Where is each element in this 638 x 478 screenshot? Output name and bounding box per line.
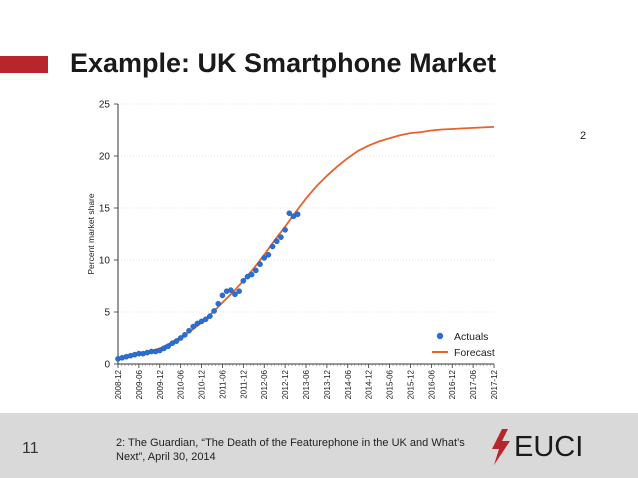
x-tick-label: 2016-12 (448, 369, 457, 399)
actuals-point (173, 338, 180, 344)
actuals-point (165, 343, 171, 350)
actuals-point (236, 288, 242, 295)
actuals-point (248, 271, 255, 278)
actuals-point (215, 300, 222, 307)
y-axis-label: Percent market share (86, 193, 96, 275)
x-tick-label: 2010-12 (198, 369, 207, 399)
legend-actuals-label: Actuals (454, 331, 488, 343)
actuals-point (265, 251, 272, 258)
slide-title: Example: UK Smartphone Market (70, 48, 497, 78)
x-tick-label: 2015-06 (386, 369, 395, 399)
actuals-point (273, 238, 280, 245)
actuals-point (253, 267, 259, 274)
x-tick-label: 2011-12 (239, 369, 248, 398)
x-tick-label: 2012-12 (281, 369, 290, 399)
legend-actuals-marker (436, 332, 444, 340)
actuals-point (182, 332, 188, 338)
actuals-point (286, 210, 293, 216)
y-tick-label: 10 (99, 256, 111, 267)
x-tick-label: 2009-12 (156, 369, 165, 399)
actuals-point (177, 335, 184, 341)
actuals-point (190, 323, 196, 330)
forecast-series (117, 126, 495, 360)
y-tick-label: 0 (104, 360, 110, 371)
actuals-point (207, 313, 213, 319)
x-tick-label: 2014-12 (365, 369, 374, 399)
y-tick-label: 15 (99, 204, 111, 215)
actuals-point (257, 261, 263, 267)
logo-text: EUCI (514, 431, 584, 463)
x-tick-label: 2015-12 (406, 369, 415, 399)
actuals-point (261, 255, 268, 261)
x-tick-label: 2008-12 (114, 369, 123, 399)
euci-logo-icon (492, 429, 510, 465)
actuals-point (282, 227, 288, 233)
actuals-point (278, 234, 284, 240)
x-tick-label: 2016-06 (427, 369, 436, 399)
page-number: 11 (22, 440, 39, 457)
x-tick-label: 2013-06 (302, 369, 311, 399)
y-tick-label: 20 (99, 152, 111, 163)
x-tick-label: 2017-06 (469, 369, 478, 399)
x-tick-label: 2011-06 (218, 369, 227, 398)
y-tick-label: 5 (104, 308, 110, 319)
x-tick-label: 2009-06 (135, 369, 144, 399)
actuals-point (269, 243, 276, 250)
chart-axes: 0 5 10 15 20 25 2008-12 2009-06 2009-12 2010-06 20… (86, 100, 499, 400)
actuals-point (211, 308, 217, 314)
y-tick-label: 25 (99, 100, 111, 111)
footnote-marker: 2 (580, 130, 587, 142)
actuals-point (232, 291, 238, 298)
chart-gridlines (118, 103, 494, 313)
x-tick-label: 2012-06 (260, 369, 269, 399)
slide-footer: 11 2: The Guardian, “The Death of the Fe… (0, 413, 638, 478)
x-tick-label: 2010-06 (177, 369, 186, 399)
legend-forecast-label: Forecast (454, 347, 495, 359)
actuals-point (202, 316, 209, 323)
forecast-line (117, 126, 495, 360)
actuals-point (219, 292, 226, 299)
x-tick-label: 2013-12 (323, 369, 332, 399)
market-share-chart: 0 5 10 15 20 25 2008-12 2009-06 2009-12 2010-06 20… (86, 100, 499, 400)
x-tick-label: 2014-06 (344, 369, 353, 399)
chart-legend: Actuals Forecast (432, 331, 495, 359)
title-accent-bar (0, 56, 48, 73)
actuals-point (240, 277, 247, 284)
actuals-point (227, 287, 234, 293)
actuals-point (186, 327, 192, 334)
x-tick-label: 2017-12 (490, 369, 499, 399)
source-note: 2: The Guardian, “The Death of the Featu… (116, 437, 465, 463)
actuals-series (115, 210, 301, 362)
actuals-point (294, 211, 301, 218)
